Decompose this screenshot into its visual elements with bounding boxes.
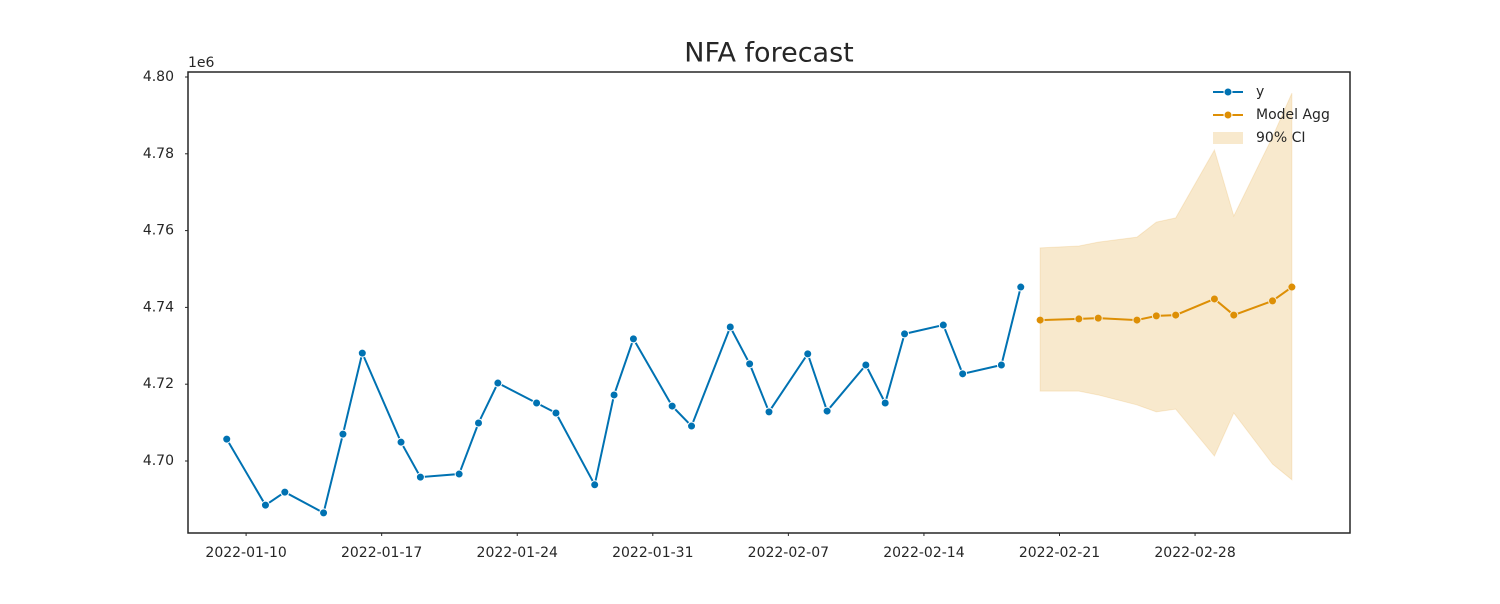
point (260, 500, 270, 510)
point (861, 360, 871, 370)
point (958, 369, 968, 379)
x-tick-label: 2022-01-10 (205, 545, 286, 561)
series-line (225, 286, 1022, 515)
point (280, 487, 290, 497)
legend-marker (1223, 110, 1233, 120)
point (938, 320, 948, 330)
y-tick-label: 4.78 (143, 146, 174, 162)
point (532, 398, 542, 408)
point (357, 348, 367, 358)
plot-frame (187, 71, 1351, 534)
legend-marker (1223, 87, 1233, 97)
point (745, 359, 755, 369)
point (338, 429, 348, 439)
x-tick-label: 2022-02-14 (883, 545, 964, 561)
y-tick-label: 4.74 (143, 299, 174, 315)
point (1287, 282, 1297, 292)
point (1016, 282, 1026, 292)
x-tick-label: 2022-01-17 (341, 545, 422, 561)
point (764, 407, 774, 417)
point (415, 472, 425, 482)
legend-label: 90% CI (1256, 130, 1305, 146)
point (725, 322, 735, 332)
point (474, 418, 483, 428)
legend-swatch (1213, 132, 1243, 144)
ci-band (1039, 92, 1293, 481)
point (590, 480, 600, 490)
point (996, 360, 1006, 370)
point (1093, 313, 1103, 323)
point (1209, 294, 1219, 304)
point (1151, 311, 1161, 321)
x-tick-label: 2022-02-28 (1154, 545, 1235, 561)
legend-label: y (1256, 84, 1264, 100)
point (628, 334, 638, 344)
point (493, 378, 503, 388)
point (1132, 315, 1142, 325)
point (900, 329, 910, 339)
point (880, 398, 890, 408)
y-tick-label: 4.72 (143, 376, 174, 392)
x-tick-label: 2022-01-31 (612, 545, 693, 561)
series-line (1040, 286, 1293, 322)
point (822, 406, 832, 416)
point (222, 434, 232, 444)
point (609, 390, 619, 400)
legend-label: Model Agg (1256, 107, 1330, 123)
x-tick-label: 2022-02-21 (1019, 545, 1100, 561)
x-tick-label: 2022-01-24 (477, 545, 558, 561)
point (667, 401, 677, 411)
point (319, 508, 329, 518)
x-tick-label: 2022-02-07 (748, 545, 829, 561)
y-tick-label: 4.80 (143, 69, 174, 85)
point (803, 349, 813, 359)
point (1171, 310, 1181, 320)
y-tick-label: 4.70 (143, 453, 174, 469)
point (1268, 296, 1278, 306)
point (1229, 310, 1239, 320)
chart-title: NFA forecast (684, 38, 854, 69)
point (551, 408, 561, 418)
point (454, 469, 464, 479)
point (1035, 315, 1045, 325)
y-offset-label: 1e6 (188, 55, 215, 71)
point (687, 421, 697, 431)
point (396, 437, 406, 447)
point (1074, 314, 1084, 324)
y-tick-label: 4.76 (143, 223, 174, 239)
